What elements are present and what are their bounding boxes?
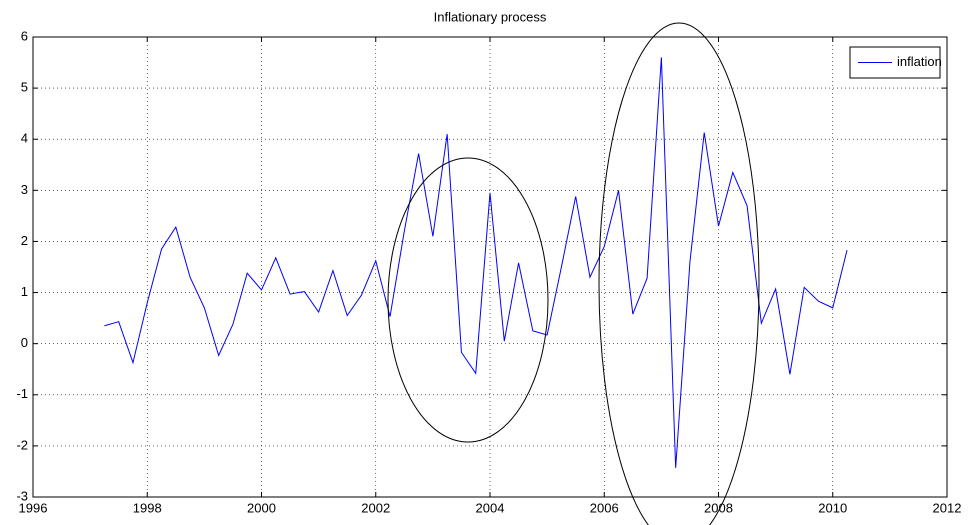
y-tick-label: -2: [16, 437, 28, 452]
y-tick-label: 3: [21, 182, 28, 197]
y-tick-label: 2: [21, 233, 28, 248]
y-tick-label: 0: [21, 335, 28, 350]
axes-box: [32, 36, 948, 498]
chart-title: Inflationary process: [434, 9, 547, 24]
highlight-ellipse: [598, 22, 760, 525]
y-tick-label: -1: [16, 386, 28, 401]
x-tick-label: 2002: [361, 500, 390, 515]
highlight-ellipse: [387, 157, 549, 443]
x-tick-label: 2012: [933, 500, 962, 515]
x-tick-label: 2008: [704, 500, 733, 515]
y-tick-label: 4: [21, 131, 28, 146]
x-tick-label: 2004: [476, 500, 505, 515]
legend-label: inflation: [897, 54, 942, 69]
y-tick-label: -3: [16, 488, 28, 503]
x-tick-label: 2010: [818, 500, 847, 515]
y-tick-label: 6: [21, 28, 28, 43]
x-tick-label: 2000: [247, 500, 276, 515]
y-tick-label: 1: [21, 284, 28, 299]
y-tick-label: 5: [21, 80, 28, 95]
x-tick-label: 1998: [133, 500, 162, 515]
x-tick-label: 1996: [19, 500, 48, 515]
x-tick-label: 2006: [590, 500, 619, 515]
line-series: [104, 57, 848, 468]
